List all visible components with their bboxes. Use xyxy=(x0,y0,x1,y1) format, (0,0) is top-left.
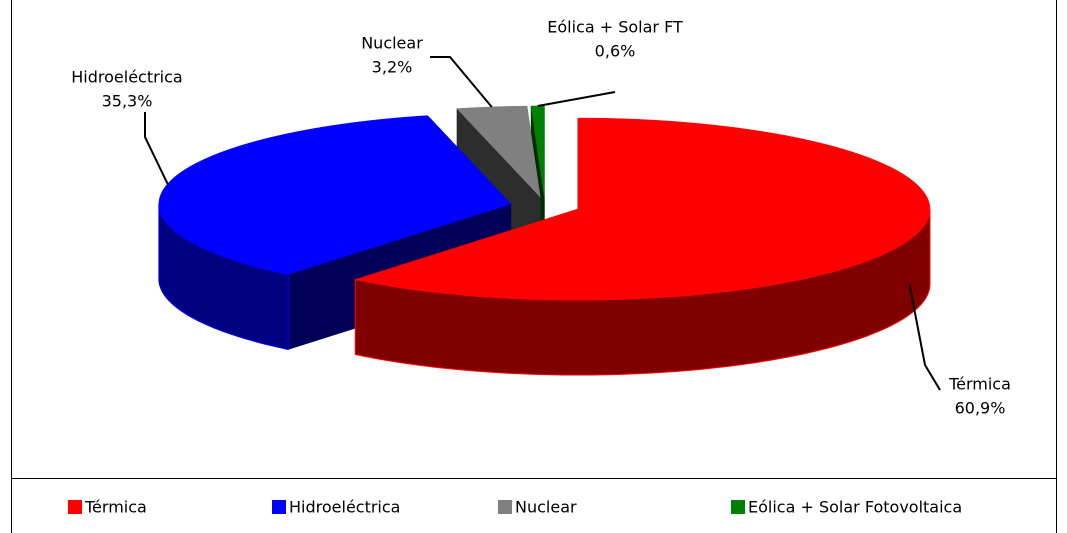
leader-line xyxy=(430,56,493,108)
leader-line xyxy=(908,284,941,391)
legend-label: Térmica xyxy=(84,498,147,517)
data-label-value: 35,3% xyxy=(102,92,153,111)
legend: Térmica Hidroeléctrica Nuclear Eólica + Sol… xyxy=(68,498,962,517)
data-label-value: 60,9% xyxy=(955,399,1006,418)
data-labels: Térmica 60,9% Hidroeléctrica 35,3% Nuclear 3,… xyxy=(71,18,1011,418)
legend-swatch xyxy=(731,500,745,514)
data-label-name: Nuclear xyxy=(361,34,423,53)
legend-label: Hidroeléctrica xyxy=(289,498,400,517)
data-label-value: 3,2% xyxy=(372,58,413,77)
legend-label: Eólica + Solar Fotovoltaica xyxy=(748,498,962,517)
data-label-name: Térmica xyxy=(948,375,1011,394)
legend-box xyxy=(11,478,1057,533)
legend-swatch xyxy=(272,500,286,514)
legend-swatch xyxy=(498,500,512,514)
leader-line xyxy=(537,91,616,107)
legend-swatch xyxy=(68,500,82,514)
slice xyxy=(354,117,931,301)
leader-line xyxy=(144,112,169,185)
data-label-name: Eólica + Solar FT xyxy=(547,18,683,37)
slice xyxy=(530,105,545,197)
legend-label: Nuclear xyxy=(515,498,577,517)
data-label-value: 0,6% xyxy=(595,42,636,61)
data-label-name: Hidroeléctrica xyxy=(71,68,182,87)
pie xyxy=(158,105,931,376)
